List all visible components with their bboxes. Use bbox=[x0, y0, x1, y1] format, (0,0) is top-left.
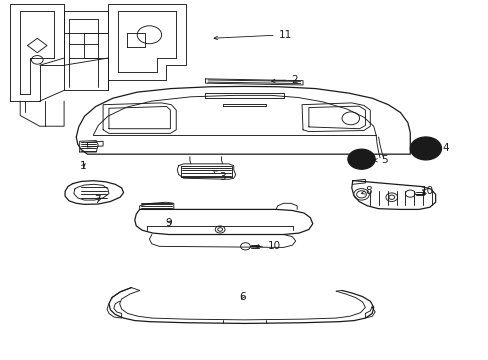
Text: 11: 11 bbox=[214, 30, 291, 40]
Text: 5: 5 bbox=[373, 155, 387, 165]
Text: 10: 10 bbox=[255, 241, 281, 251]
Circle shape bbox=[347, 149, 374, 169]
Text: 6: 6 bbox=[239, 292, 246, 302]
Text: 1: 1 bbox=[80, 161, 87, 171]
Text: 8: 8 bbox=[361, 186, 371, 197]
Text: 9: 9 bbox=[165, 218, 172, 228]
Text: 4: 4 bbox=[433, 143, 447, 153]
Text: 7: 7 bbox=[94, 195, 101, 205]
Text: 2: 2 bbox=[271, 75, 297, 85]
Circle shape bbox=[409, 137, 441, 160]
Text: 10: 10 bbox=[420, 186, 433, 197]
Text: 3: 3 bbox=[213, 171, 225, 182]
